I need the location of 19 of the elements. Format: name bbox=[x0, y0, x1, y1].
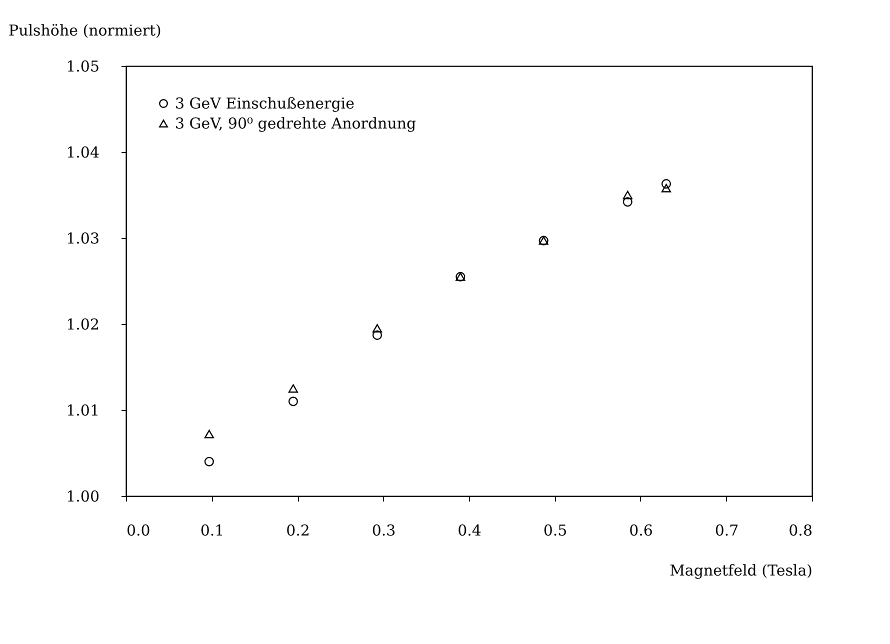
y-tick-label: 1.04 bbox=[66, 144, 100, 162]
y-tick-label: 1.00 bbox=[66, 488, 100, 506]
x-tick-label: 0.1 bbox=[200, 522, 224, 540]
y-tick-label: 1.05 bbox=[66, 58, 100, 76]
y-axis-title: Pulshöhe (normiert) bbox=[8, 22, 162, 40]
legend-label: 3 GeV, 90⁰ gedrehte Anordnung bbox=[175, 114, 417, 132]
y-tick-label: 1.03 bbox=[66, 230, 100, 248]
x-tick-label: 0.8 bbox=[788, 522, 812, 540]
x-axis-title: Magnetfeld (Tesla) bbox=[670, 562, 812, 580]
x-tick-label: 0.4 bbox=[458, 522, 482, 540]
x-tick-label: 0.7 bbox=[714, 522, 739, 540]
x-tick-label: 0.2 bbox=[286, 522, 310, 540]
legend-label: 3 GeV Einschußenergie bbox=[175, 94, 355, 112]
y-tick-label: 1.02 bbox=[66, 316, 100, 334]
x-tick-label: 0.0 bbox=[126, 522, 150, 540]
y-tick-label: 1.01 bbox=[66, 402, 100, 420]
x-tick-label: 0.3 bbox=[372, 522, 396, 540]
x-tick-label: 0.5 bbox=[543, 522, 568, 540]
x-tick-label: 0.6 bbox=[629, 522, 653, 540]
